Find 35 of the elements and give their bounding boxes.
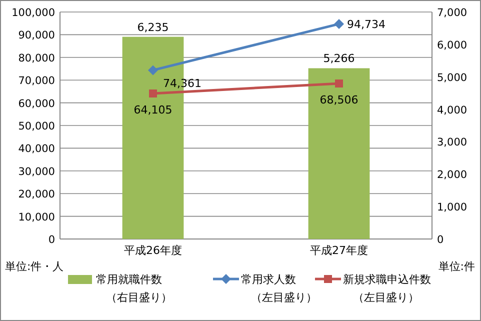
point	[335, 79, 343, 88]
y2-tick-label: 3,000	[437, 136, 468, 149]
y2-tick-label: 1,000	[437, 202, 468, 214]
y-tick-label: 20,000	[18, 188, 55, 201]
y-tick-label: 0	[48, 234, 55, 246]
x-tick-label: 平成27年度	[310, 244, 368, 257]
y2-tick-label: 7,000	[437, 7, 468, 19]
text: 単位:件	[438, 260, 475, 273]
y2-tick-label: 4,000	[437, 104, 468, 116]
y2-tick-label: 0	[437, 234, 444, 246]
text: 単位:件・人	[5, 260, 64, 273]
data-label: 5,266	[323, 52, 355, 66]
data-label: 68,506	[320, 93, 358, 106]
legend-label: 新規求職申込件数（左目盛り）	[343, 273, 431, 304]
y2-tick-label: 5,000	[437, 72, 468, 84]
y2-tick-label: 2,000	[437, 169, 468, 182]
y-tick-label: 100,000	[12, 7, 55, 19]
y-tick-label: 10,000	[18, 211, 55, 224]
y-tick-label: 50,000	[18, 120, 55, 132]
y-tick-label: 80,000	[18, 52, 55, 64]
legend-label: 常用就職件数（右目盛り）	[96, 273, 172, 304]
data-label: 64,105	[134, 103, 172, 116]
y-tick-label: 90,000	[18, 30, 55, 42]
y-tick-label: 60,000	[18, 98, 55, 110]
y-tick-label: 30,000	[18, 166, 55, 178]
legend-label: 常用求人数（左目盛り）	[241, 273, 317, 304]
point	[148, 65, 158, 76]
x-tick-label: 平成26年度	[124, 244, 182, 257]
y2-tick-label: 6,000	[437, 39, 468, 52]
data-label: 94,734	[347, 18, 386, 31]
y-tick-label: 70,000	[18, 75, 55, 88]
data-label: 6,235	[137, 20, 169, 34]
point	[149, 89, 157, 98]
y-tick-label: 40,000	[18, 143, 55, 156]
point	[334, 18, 344, 29]
